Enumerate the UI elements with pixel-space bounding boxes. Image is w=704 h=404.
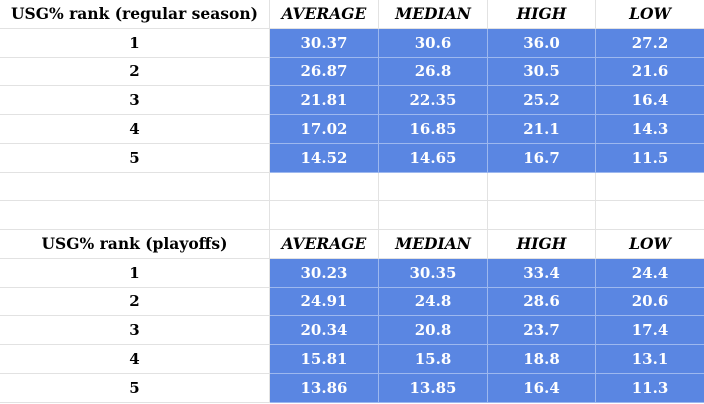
empty-cell[interactable] [0, 172, 270, 202]
average-cell[interactable]: 24.91 [270, 287, 379, 317]
high-cell[interactable]: 36.0 [488, 28, 596, 58]
rank-cell[interactable]: 1 [0, 28, 270, 58]
high-cell[interactable]: 21.1 [488, 115, 596, 144]
average-cell[interactable]: 21.81 [270, 86, 379, 115]
table-row: 3 20.34 20.8 23.7 17.4 [0, 316, 704, 345]
empty-cell[interactable] [0, 201, 270, 230]
average-cell[interactable]: 13.86 [270, 373, 379, 403]
high-cell[interactable]: 16.4 [488, 373, 596, 403]
median-cell[interactable]: 24.8 [379, 287, 488, 317]
high-cell[interactable]: 16.7 [488, 143, 596, 173]
low-cell[interactable]: 11.5 [596, 143, 704, 173]
rank-cell[interactable]: 3 [0, 316, 270, 345]
rank-cell[interactable]: 4 [0, 115, 270, 144]
column-header-average[interactable]: AVERAGE [270, 0, 379, 29]
rank-cell[interactable]: 2 [0, 287, 270, 317]
median-cell[interactable]: 30.35 [379, 258, 488, 288]
low-cell[interactable]: 20.6 [596, 287, 704, 317]
empty-cell[interactable] [488, 172, 596, 202]
high-cell[interactable]: 25.2 [488, 86, 596, 115]
low-cell[interactable]: 24.4 [596, 258, 704, 288]
high-cell[interactable]: 18.8 [488, 345, 596, 374]
median-cell[interactable]: 15.8 [379, 345, 488, 374]
rank-cell[interactable]: 1 [0, 258, 270, 288]
average-cell[interactable]: 26.87 [270, 57, 379, 87]
high-cell[interactable]: 33.4 [488, 258, 596, 288]
empty-cell[interactable] [379, 201, 488, 230]
high-cell[interactable]: 30.5 [488, 57, 596, 87]
rank-cell[interactable]: 5 [0, 373, 270, 403]
rank-cell[interactable]: 5 [0, 143, 270, 173]
average-cell[interactable]: 30.37 [270, 28, 379, 58]
median-cell[interactable]: 26.8 [379, 57, 488, 87]
header-row-regular-season: USG% rank (regular season) AVERAGE MEDIA… [0, 0, 704, 29]
median-cell[interactable]: 14.65 [379, 143, 488, 173]
low-cell[interactable]: 21.6 [596, 57, 704, 87]
table-row: 4 17.02 16.85 21.1 14.3 [0, 115, 704, 144]
section-title-regular-season[interactable]: USG% rank (regular season) [0, 0, 270, 29]
empty-cell[interactable] [596, 173, 704, 202]
header-row-playoffs: USG% rank (playoffs) AVERAGE MEDIAN HIGH… [0, 230, 704, 259]
table-row: 5 13.86 13.85 16.4 11.3 [0, 373, 704, 403]
column-header-high[interactable]: HIGH [488, 230, 596, 259]
average-cell[interactable]: 20.34 [270, 316, 379, 345]
high-cell[interactable]: 23.7 [488, 316, 596, 345]
rank-cell[interactable]: 2 [0, 57, 270, 87]
rank-cell[interactable]: 4 [0, 345, 270, 374]
empty-cell[interactable] [596, 201, 704, 230]
low-cell[interactable]: 16.4 [596, 86, 704, 115]
high-cell[interactable]: 28.6 [488, 287, 596, 317]
average-cell[interactable]: 14.52 [270, 143, 379, 173]
table-row: 1 30.37 30.6 36.0 27.2 [0, 28, 704, 58]
low-cell[interactable]: 13.1 [596, 345, 704, 374]
average-cell[interactable]: 15.81 [270, 345, 379, 374]
table-row: 1 30.23 30.35 33.4 24.4 [0, 258, 704, 288]
table-row: 5 14.52 14.65 16.7 11.5 [0, 143, 704, 173]
table-row: 4 15.81 15.8 18.8 13.1 [0, 345, 704, 374]
median-cell[interactable]: 30.6 [379, 28, 488, 58]
empty-row [0, 172, 704, 202]
column-header-average[interactable]: AVERAGE [270, 230, 379, 259]
empty-cell[interactable] [379, 172, 488, 202]
column-header-median[interactable]: MEDIAN [379, 230, 488, 259]
section-title-playoffs[interactable]: USG% rank (playoffs) [0, 230, 270, 259]
median-cell[interactable]: 16.85 [379, 115, 488, 144]
empty-cell[interactable] [270, 172, 379, 202]
column-header-high[interactable]: HIGH [488, 0, 596, 29]
average-cell[interactable]: 17.02 [270, 115, 379, 144]
empty-cell[interactable] [270, 201, 379, 230]
average-cell[interactable]: 30.23 [270, 258, 379, 288]
empty-cell[interactable] [488, 201, 596, 230]
low-cell[interactable]: 17.4 [596, 316, 704, 345]
median-cell[interactable]: 22.35 [379, 86, 488, 115]
low-cell[interactable]: 14.3 [596, 115, 704, 144]
low-cell[interactable]: 27.2 [596, 28, 704, 58]
median-cell[interactable]: 20.8 [379, 316, 488, 345]
table-row: 3 21.81 22.35 25.2 16.4 [0, 86, 704, 115]
rank-cell[interactable]: 3 [0, 86, 270, 115]
column-header-low[interactable]: LOW [596, 0, 704, 29]
empty-row [0, 201, 704, 230]
table-row: 2 26.87 26.8 30.5 21.6 [0, 57, 704, 87]
column-header-median[interactable]: MEDIAN [379, 0, 488, 29]
low-cell[interactable]: 11.3 [596, 373, 704, 403]
table-row: 2 24.91 24.8 28.6 20.6 [0, 287, 704, 317]
median-cell[interactable]: 13.85 [379, 373, 488, 403]
column-header-low[interactable]: LOW [596, 230, 704, 259]
